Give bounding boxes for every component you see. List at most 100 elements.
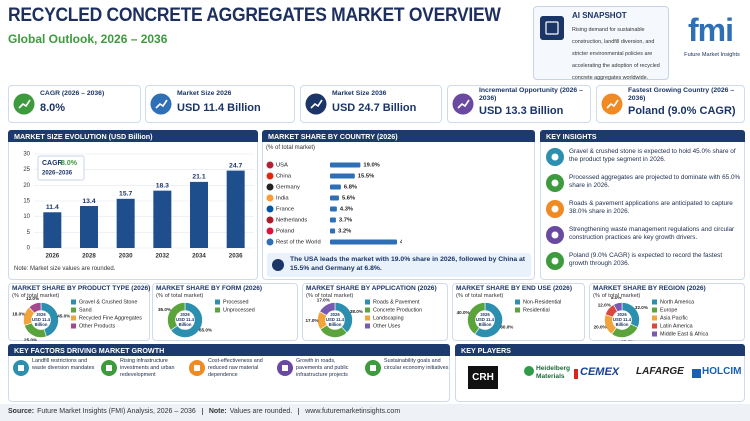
footer: Source: Future Market Insights (FMI) Anal… [0, 404, 750, 421]
value-label: 40.0% [457, 310, 470, 315]
icon-dot [551, 179, 559, 187]
legend-label: Other Uses [373, 323, 401, 329]
insight-text: Roads & pavement applications are antici… [569, 200, 733, 215]
icon-circle [524, 366, 534, 376]
value-label: 20.0% [594, 324, 607, 329]
ai-text: Rising demand for sustainable constructi… [572, 27, 660, 81]
logo-icon [524, 366, 534, 376]
chart-subtitle: (% of total market) [12, 293, 60, 299]
icon-core [545, 21, 559, 35]
center-label: USD 11.4 [176, 317, 195, 322]
insight-text: Processed aggregates are projected to do… [569, 174, 741, 189]
kpi-label: Incremental Opportunity (2026 – 2036) [479, 87, 583, 102]
flag [266, 227, 274, 235]
factor-text: Sustainability goals and circular econom… [384, 358, 449, 371]
flag [266, 172, 274, 180]
center-label: Billion [329, 322, 342, 327]
x-tick-label: 2036 [229, 253, 243, 260]
note-label: Note: [208, 408, 227, 415]
icon-square [692, 369, 701, 378]
kpi-value: USD 13.3 Billion [479, 105, 564, 117]
legend-label: Middle East & Africa [660, 331, 708, 337]
insight-text: Gravel & crushed stone is expected to ho… [569, 148, 736, 163]
kpi-label: Market Size 2036 [332, 90, 387, 97]
icon-dot [551, 231, 559, 239]
icon-glyph [18, 365, 24, 371]
note: Values are rounded. [229, 408, 293, 415]
insight-icon [546, 252, 564, 270]
annotation-box [37, 155, 85, 181]
legend-swatch [215, 307, 220, 313]
center-label: USD 11.4 [613, 317, 632, 322]
panel-header: MARKET SHARE BY COUNTRY (2026) [262, 130, 535, 142]
donut-slice [319, 302, 336, 316]
flag [266, 216, 274, 224]
logo-mark: fmi [688, 12, 734, 48]
bar [330, 206, 337, 212]
value-label: 5.6% [342, 196, 355, 202]
legend-label: Concrete Production [373, 307, 422, 313]
center-label: Billion [616, 322, 629, 327]
legend-swatch [71, 323, 76, 329]
subtitle: Global Outlook, 2026 – 2036 [8, 32, 168, 46]
icon-glyph [282, 365, 288, 371]
center-label: 2026 [480, 312, 490, 317]
category-label: Germany [276, 185, 300, 191]
value-label: 28.0% [621, 339, 634, 341]
icon-glyph [457, 99, 470, 109]
insight-text: Poland (9.0% CAGR) is expected to record… [569, 252, 723, 267]
value-label: 35.0% [158, 307, 171, 312]
bar [190, 181, 208, 248]
icon-dot [551, 153, 559, 161]
center-label: USD 11.4 [32, 317, 51, 322]
value-label: 19.0% [363, 163, 379, 169]
legend-swatch [652, 315, 657, 321]
panel-header: KEY INSIGHTS [540, 130, 745, 142]
icon-dot [551, 205, 559, 213]
icon-glyph [106, 365, 112, 371]
y-tick-label: 5 [27, 230, 31, 236]
kpi-icon [601, 93, 623, 115]
value-label: 12.0% [26, 297, 39, 301]
factor-text: Landfill restrictions and waste diversio… [32, 358, 95, 371]
player-logo: CRH [468, 366, 498, 389]
legend-label: Latin America [660, 323, 693, 329]
value-label: 3.7% [339, 218, 352, 224]
factor-icon [277, 360, 293, 376]
y-tick-label: 20 [23, 183, 30, 189]
icon-glyph [606, 99, 619, 109]
center-label: Billion [35, 322, 48, 327]
logo-icon [574, 369, 578, 379]
icon-body [540, 16, 564, 40]
insight-icon [546, 174, 564, 192]
chart-title: MARKET SHARE BY REGION (2026) [593, 285, 706, 292]
player-logo: Heidelberg Materials [536, 365, 571, 380]
legend-label: Asia Pacific [660, 315, 688, 321]
bar [153, 190, 172, 248]
legend-swatch [652, 323, 657, 329]
legend-label: Sand [79, 307, 92, 313]
chart-title: MARKET SHARE BY APPLICATION (2026) [306, 285, 437, 292]
bar [330, 239, 398, 245]
category-label: India [276, 196, 289, 202]
x-tick-label: 2026 [45, 253, 59, 260]
legend-swatch [652, 331, 657, 337]
donut-chart: 45.0% Gravel & Crushed Stone 25.0% Sand 18.0… [12, 297, 142, 341]
caption: The USA leads the market with 19.0% shar… [290, 256, 526, 272]
legend-label: Roads & Pavement [373, 299, 420, 305]
donut-slice [167, 302, 186, 331]
value-label: 13.4 [82, 198, 95, 205]
center-label: 2026 [36, 312, 46, 317]
bar [43, 212, 62, 248]
chart-subtitle: (% of total market) [266, 145, 316, 151]
value-label: 24.7 [229, 162, 242, 169]
category-label: Poland [276, 229, 294, 235]
category-label: Netherlands [276, 218, 307, 224]
category-label: Rest of the World [276, 240, 321, 246]
icon-glyph [310, 99, 323, 109]
legend-label: Residential [523, 307, 550, 313]
y-tick-label: 0 [27, 246, 31, 252]
icon-dot [551, 257, 559, 265]
center-label: 2026 [330, 312, 340, 317]
value-label: 15.5% [358, 174, 374, 180]
